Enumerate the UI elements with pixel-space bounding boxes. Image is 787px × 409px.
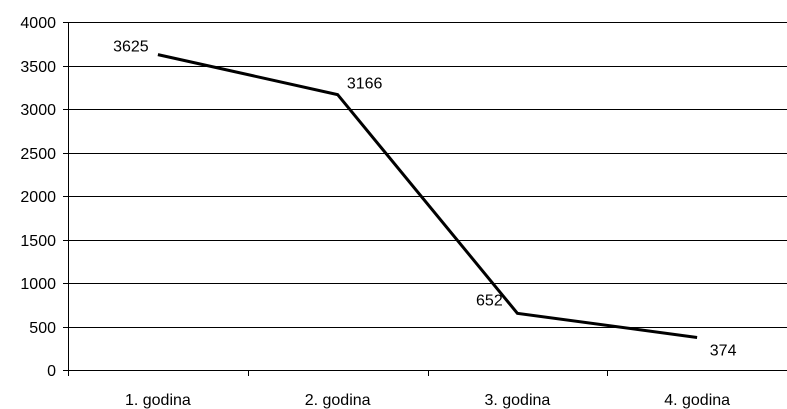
gridlines — [68, 22, 787, 328]
y-tick-label: 1000 — [20, 276, 56, 293]
data-label: 3166 — [347, 76, 383, 93]
data-label: 374 — [710, 342, 737, 359]
y-tick-label: 3500 — [20, 59, 56, 76]
y-tick-label: 2000 — [20, 189, 56, 206]
series — [157, 53, 698, 339]
y-tick-label: 4000 — [20, 15, 56, 32]
y-tick-label: 3000 — [20, 102, 56, 119]
data-label: 3625 — [113, 39, 149, 56]
y-axis-tick-labels: 0 500 1000 1500 2000 2500 3000 3500 4000 — [20, 15, 56, 380]
x-tick-label: 4. godina — [664, 392, 730, 409]
x-axis-tick-labels: 1. godina 2. godina 3. godina 4. godina — [125, 392, 730, 409]
y-tick-label: 500 — [29, 320, 56, 337]
x-tick-label: 2. godina — [305, 392, 371, 409]
y-tick-label: 1500 — [20, 233, 56, 250]
series-line — [157, 53, 698, 339]
y-tick-label: 0 — [47, 363, 56, 380]
x-tick-label: 1. godina — [125, 392, 191, 409]
y-tick-label: 2500 — [20, 146, 56, 163]
axes — [63, 22, 787, 376]
x-tick-label: 3. godina — [484, 392, 550, 409]
data-labels: 3625 3166 652 374 — [113, 39, 736, 360]
data-label: 652 — [476, 292, 503, 309]
